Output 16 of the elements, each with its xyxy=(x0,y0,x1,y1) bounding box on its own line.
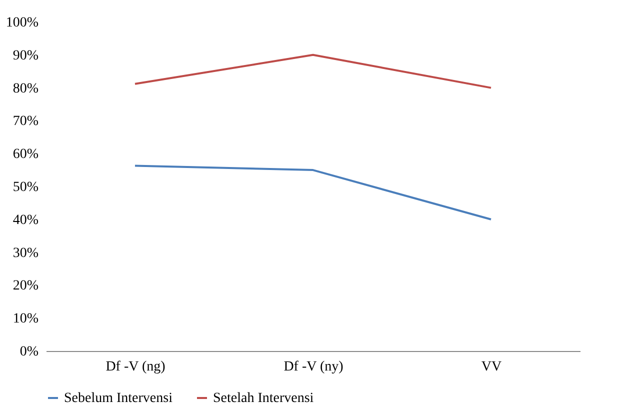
y-tick-label: 50% xyxy=(12,180,39,195)
y-tick-label: 90% xyxy=(12,48,39,64)
y-tick-label: 10% xyxy=(12,312,39,327)
y-tick-label: 70% xyxy=(12,114,39,130)
x-tick-label: Df -V (ny) xyxy=(284,360,344,374)
x-tick-label: Df -V (ng) xyxy=(106,360,166,374)
y-tick-label: 60% xyxy=(12,147,39,162)
legend-label: Sebelum Intervensi xyxy=(64,391,173,406)
y-tick-label: 20% xyxy=(12,278,39,294)
y-tick-label: 100% xyxy=(6,16,39,30)
x-tick-label: VV xyxy=(481,360,502,374)
y-tick-label: 0% xyxy=(20,344,39,360)
y-tick-label: 80% xyxy=(12,81,39,96)
y-tick-label: 30% xyxy=(12,246,39,261)
legend-label: Setelah Intervensi xyxy=(213,391,314,406)
y-tick-label: 40% xyxy=(12,212,39,228)
